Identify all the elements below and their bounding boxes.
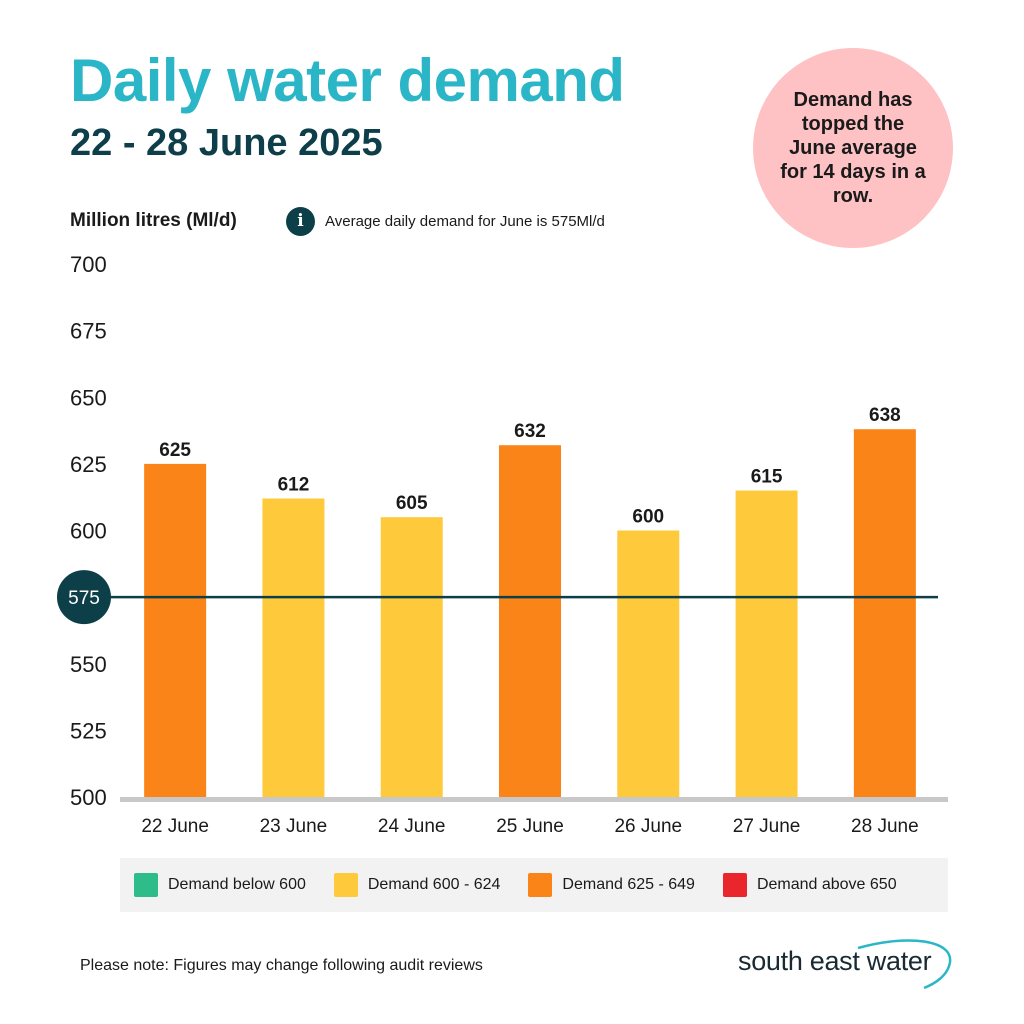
- y-tick-label: 625: [70, 452, 107, 477]
- legend-item: Demand 600 - 624: [333, 873, 501, 897]
- y-tick-label: 550: [70, 652, 107, 677]
- bar-value-label: 612: [278, 475, 310, 496]
- y-tick-label: 600: [70, 519, 107, 544]
- logo-swoosh-icon: [857, 939, 952, 990]
- y-tick-label: 700: [70, 252, 107, 277]
- average-marker-label: 575: [68, 588, 100, 609]
- legend-item: Demand below 600: [134, 873, 306, 897]
- x-tick-label: 27 June: [733, 816, 801, 837]
- y-tick-label: 650: [70, 385, 107, 410]
- bar-value-label: 638: [869, 405, 901, 426]
- bar: [144, 463, 207, 797]
- legend-label: Demand 625 - 649: [562, 876, 695, 893]
- y-tick-label: 525: [70, 718, 107, 743]
- bar-value-label: 605: [396, 493, 428, 514]
- bar: [499, 445, 561, 797]
- bar: [617, 530, 680, 797]
- bar-value-label: 600: [632, 507, 664, 528]
- chart-subtitle: 22 - 28 June 2025: [70, 122, 383, 164]
- legend-label: Demand below 600: [168, 876, 306, 893]
- bar-value-label: 632: [514, 421, 546, 442]
- legend-swatch: [722, 873, 747, 897]
- bar: [380, 517, 443, 797]
- bar-value-label: 625: [159, 440, 191, 461]
- callout-text: Demand has topped the June average for 1…: [780, 89, 926, 207]
- legend-swatch: [528, 873, 553, 897]
- y-tick-label: 500: [70, 785, 107, 810]
- info-text: Average daily demand for June is 575Ml/d: [325, 213, 605, 230]
- legend-item: Demand above 650: [722, 873, 897, 897]
- x-tick-label: 26 June: [614, 816, 682, 837]
- legend-swatch: [134, 873, 158, 897]
- legend-label: Demand 600 - 624: [367, 876, 501, 893]
- brand-logo: south east water: [738, 936, 958, 996]
- callout-bubble: Demand has topped the June average for 1…: [753, 48, 953, 248]
- logo-text: south east water: [738, 946, 932, 976]
- x-tick-label: 22 June: [141, 816, 209, 837]
- x-tick-label: 24 June: [378, 816, 446, 837]
- x-tick-label: 28 June: [851, 816, 919, 837]
- legend-label: Demand above 650: [756, 876, 897, 893]
- info-icon: i: [286, 207, 315, 236]
- bar-value-label: 615: [751, 467, 783, 488]
- legend: Demand below 600 Demand 600 - 624 Demand…: [120, 858, 948, 912]
- x-axis-line: [120, 797, 948, 802]
- x-tick-label: 23 June: [260, 816, 328, 837]
- bar: [853, 429, 916, 797]
- y-axis-unit-label: Million litres (Ml/d): [70, 210, 237, 231]
- x-tick-label: 25 June: [496, 816, 564, 837]
- chart-title: Daily water demand: [70, 47, 625, 114]
- legend-swatch: [333, 873, 358, 897]
- average-marker: [57, 570, 111, 625]
- y-tick-label: 675: [70, 319, 107, 344]
- legend-item: Demand 625 - 649: [528, 873, 695, 897]
- bar: [735, 490, 798, 797]
- footnote: Please note: Figures may change followin…: [80, 957, 483, 974]
- bar-chart: 500 525 550 600 625 650 675 700 625 22 June 612 23 …: [57, 252, 948, 837]
- bar: [262, 498, 325, 797]
